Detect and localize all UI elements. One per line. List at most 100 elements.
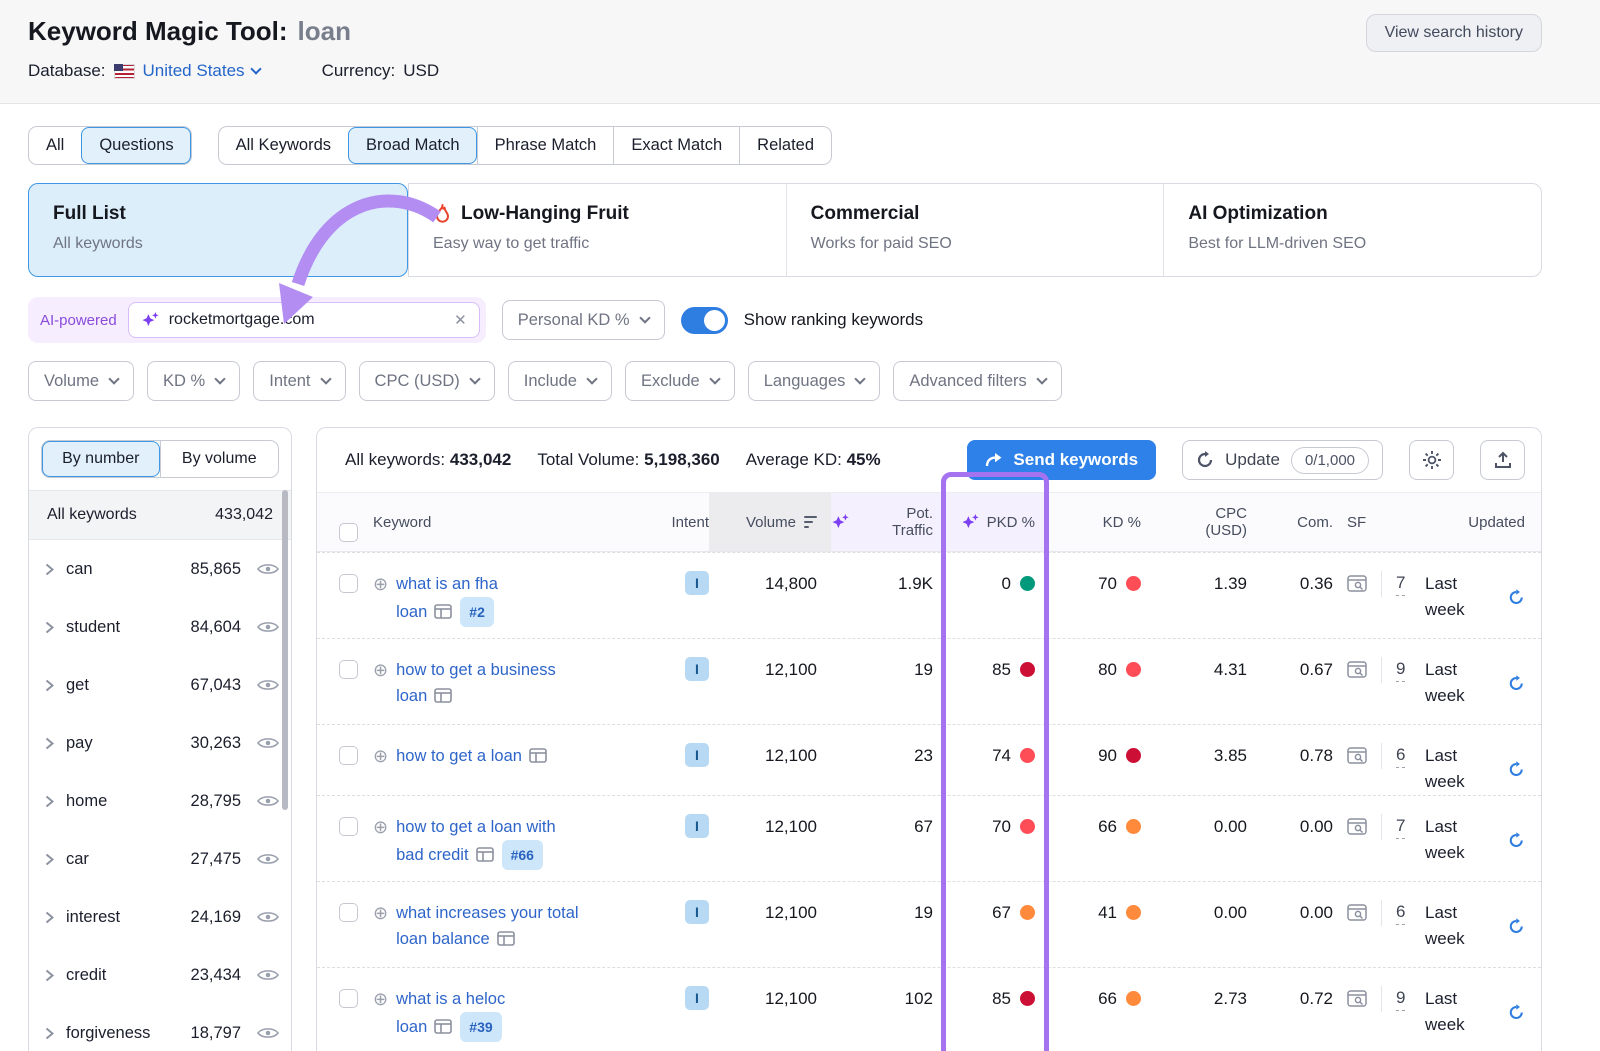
serp-features-icon[interactable] (434, 688, 453, 703)
view-search-history-button[interactable]: View search history (1365, 14, 1542, 52)
add-keyword-icon[interactable]: ⊕ (373, 817, 389, 837)
refresh-icon[interactable] (1508, 1004, 1525, 1021)
export-button[interactable] (1480, 440, 1525, 480)
refresh-icon[interactable] (1508, 675, 1525, 692)
all-keywords-row[interactable]: All keywords 433,042 (29, 490, 291, 540)
card-ai-optimization[interactable]: AI Optimization Best for LLM-driven SEO (1163, 184, 1541, 276)
sf-count[interactable]: 9 (1396, 657, 1406, 682)
refresh-icon[interactable] (1508, 589, 1525, 606)
sf-count[interactable]: 9 (1396, 986, 1406, 1011)
eye-icon[interactable] (257, 678, 279, 692)
sidebar-scrollbar[interactable] (282, 490, 288, 810)
eye-icon[interactable] (257, 562, 279, 576)
row-checkbox[interactable] (339, 746, 358, 765)
filter-volume[interactable]: Volume (28, 361, 135, 401)
sf-count[interactable]: 7 (1396, 814, 1406, 839)
intent-badge[interactable]: I (685, 657, 709, 681)
add-keyword-icon[interactable]: ⊕ (373, 746, 389, 766)
database-selector[interactable]: United States (143, 61, 262, 81)
sidebar-group-can[interactable]: can 85,865 (29, 540, 291, 598)
keyword-link[interactable]: what is an fha (396, 575, 498, 593)
col-updated[interactable]: Updated (1468, 513, 1525, 531)
row-checkbox[interactable] (339, 817, 358, 836)
eye-icon[interactable] (257, 794, 279, 808)
filter-kd[interactable]: KD % (147, 361, 241, 401)
tab-exact-match[interactable]: Exact Match (613, 127, 739, 164)
add-keyword-icon[interactable]: ⊕ (373, 903, 389, 923)
serp-preview-icon[interactable] (1347, 818, 1367, 835)
serp-preview-icon[interactable] (1347, 575, 1367, 592)
eye-icon[interactable] (257, 620, 279, 634)
keyword-link[interactable]: loan (396, 687, 428, 705)
intent-badge[interactable]: I (685, 986, 709, 1010)
serp-features-icon[interactable] (434, 1019, 453, 1034)
card-low-hanging-fruit[interactable]: Low-Hanging Fruit Easy way to get traffi… (433, 203, 629, 252)
keyword-link[interactable]: how to get a business (396, 661, 556, 679)
eye-icon[interactable] (257, 968, 279, 982)
sidebar-group-car[interactable]: car 27,475 (29, 830, 291, 888)
keyword-link[interactable]: bad credit (396, 846, 469, 864)
card-commercial[interactable]: Commercial Works for paid SEO (785, 184, 1164, 276)
sidebar-group-pay[interactable]: pay 30,263 (29, 714, 291, 772)
show-ranking-keywords-toggle[interactable] (680, 306, 728, 334)
serp-preview-icon[interactable] (1347, 990, 1367, 1007)
col-cpc[interactable]: CPC (USD) (1205, 505, 1247, 539)
keyword-link[interactable]: loan (396, 1018, 428, 1036)
intent-badge[interactable]: I (685, 571, 709, 595)
keyword-link[interactable]: what increases your total (396, 904, 579, 922)
intent-badge[interactable]: I (685, 743, 709, 767)
serp-features-icon[interactable] (434, 604, 453, 619)
tab-questions[interactable]: Questions (81, 127, 191, 164)
col-keyword[interactable]: Keyword (373, 513, 432, 531)
tab-by-volume[interactable]: By volume (159, 441, 279, 477)
intent-badge[interactable]: I (685, 900, 709, 924)
table-settings-button[interactable] (1409, 440, 1454, 480)
add-keyword-icon[interactable]: ⊕ (373, 989, 389, 1009)
col-sf[interactable]: SF (1347, 513, 1367, 531)
col-pkd[interactable]: PKD % (947, 493, 1047, 551)
col-kd[interactable]: KD % (1102, 513, 1141, 531)
col-intent[interactable]: Intent (671, 513, 709, 531)
serp-preview-icon[interactable] (1347, 661, 1367, 678)
row-checkbox[interactable] (339, 903, 358, 922)
sidebar-group-credit[interactable]: credit 23,434 (29, 946, 291, 1004)
keyword-link[interactable]: how to get a (396, 747, 486, 765)
eye-icon[interactable] (257, 736, 279, 750)
tab-by-number[interactable]: By number (42, 441, 160, 477)
sidebar-group-interest[interactable]: interest 24,169 (29, 888, 291, 946)
filter-include[interactable]: Include (507, 361, 612, 401)
clear-input-icon[interactable]: ✕ (454, 312, 467, 329)
sf-count[interactable]: 6 (1396, 900, 1406, 925)
serp-features-icon[interactable] (529, 748, 547, 763)
refresh-icon[interactable] (1508, 832, 1525, 849)
filter-cpc[interactable]: CPC (USD) (358, 361, 495, 401)
eye-icon[interactable] (257, 852, 279, 866)
col-volume[interactable]: Volume (709, 493, 831, 551)
sidebar-group-forgiveness[interactable]: forgiveness 18,797 (29, 1004, 291, 1051)
keyword-link[interactable]: loan (396, 603, 428, 621)
col-com[interactable]: Com. (1297, 513, 1333, 531)
row-checkbox[interactable] (339, 574, 358, 593)
tab-all-keywords[interactable]: All Keywords (235, 136, 332, 154)
send-keywords-button[interactable]: Send keywords (967, 440, 1157, 480)
sf-count[interactable]: 7 (1396, 571, 1406, 596)
row-checkbox[interactable] (339, 989, 358, 1008)
serp-features-icon[interactable] (496, 931, 515, 946)
col-pot-traffic[interactable]: Pot. Traffic (831, 493, 947, 551)
tab-phrase-match[interactable]: Phrase Match (476, 127, 614, 164)
serp-preview-icon[interactable] (1347, 904, 1367, 921)
select-all-checkbox[interactable] (339, 522, 358, 542)
keyword-link[interactable]: what is a heloc (396, 990, 506, 1008)
refresh-icon[interactable] (1508, 761, 1525, 778)
add-keyword-icon[interactable]: ⊕ (373, 574, 389, 594)
eye-icon[interactable] (257, 910, 279, 924)
eye-icon[interactable] (257, 1026, 279, 1040)
update-button[interactable]: Update 0/1,000 (1182, 440, 1383, 480)
tab-broad-match[interactable]: Broad Match (348, 127, 477, 164)
sf-count[interactable]: 6 (1396, 743, 1406, 768)
add-keyword-icon[interactable]: ⊕ (373, 660, 389, 680)
serp-features-icon[interactable] (475, 847, 494, 862)
keyword-link[interactable]: loan (490, 747, 522, 765)
sidebar-group-home[interactable]: home 28,795 (29, 772, 291, 830)
filter-languages[interactable]: Languages (747, 361, 881, 401)
